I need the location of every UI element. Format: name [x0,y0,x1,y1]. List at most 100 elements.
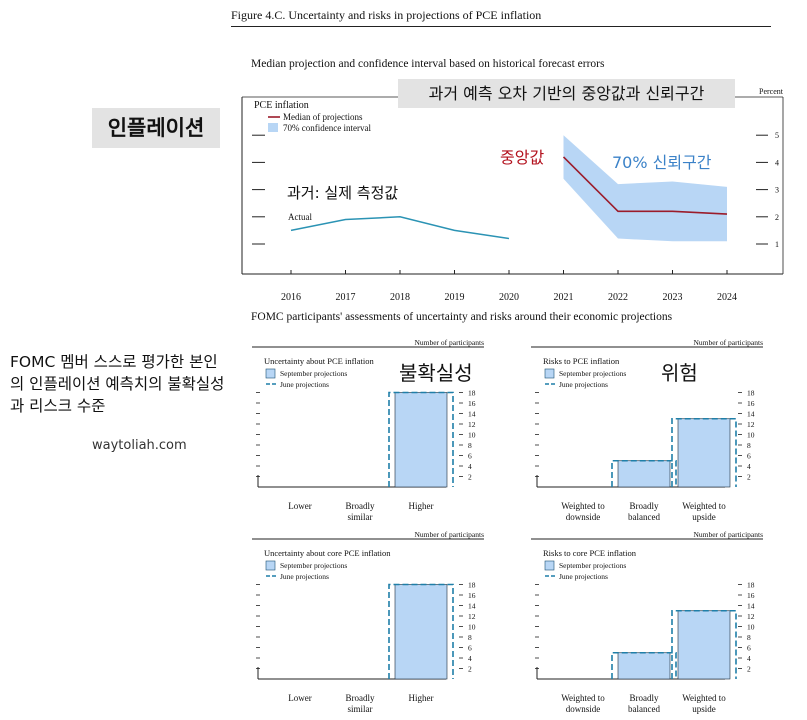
category-label: Weighted to upside [682,693,726,714]
legend-september-swatch [544,560,555,571]
ci-ko-annotation: 70% 신뢰구간 [612,153,712,172]
panel-y-tick-label: 8 [468,633,472,642]
june-outline [611,459,677,487]
panel-y-tick-label: 18 [468,581,476,590]
panel-title: Risks to core PCE inflation [543,548,637,558]
panel-y-tick-label: 8 [747,633,751,642]
legend-june-label: June projections [559,380,608,389]
legend-september-swatch [544,368,555,379]
legend-ci-label: 70% confidence interval [283,123,371,133]
panel-title: Uncertainty about PCE inflation [264,356,375,366]
x-tick-label: 2024 [717,292,737,303]
category-label: Broadly balanced [628,501,660,522]
legend-september-label: September projections [280,369,347,378]
participants-label: Number of participants [693,530,763,539]
panel-y-tick-label: 4 [747,462,751,471]
september-bar [394,392,448,488]
y-tick-label: 5 [775,131,779,140]
september-bar [617,652,671,680]
june-outline [388,583,454,679]
fomc-callout: FOMC 멤버 스스로 평가한 본인의 인플레이션 예측치의 불확실성과 리스크… [4,349,235,419]
june-outline [611,651,677,679]
panel-y-tick-label: 2 [468,665,472,674]
x-tick-label: 2016 [281,292,301,303]
y-tick-label: 2 [775,213,779,222]
actual-ko-annotation: 과거: 실제 측정값 [287,184,398,202]
panel-y-tick-label: 2 [468,473,472,482]
panel-y-tick-label: 8 [468,441,472,450]
june-outline [671,609,737,679]
september-bar [677,418,731,488]
panel-y-tick-label: 16 [747,399,755,408]
panel-y-tick-label: 10 [747,431,755,440]
legend-september-label: September projections [280,561,347,570]
june-outline [671,417,737,487]
panel-title: Uncertainty about core PCE inflation [264,548,391,558]
june-outline [388,391,454,487]
september-bar [394,584,448,680]
panel-y-tick-label: 14 [468,602,476,611]
legend-ci-swatch [268,123,278,132]
category-label: Higher [409,501,434,511]
panel-y-tick-label: 16 [468,591,476,600]
x-tick-label: 2017 [336,292,356,303]
x-tick-label: 2023 [663,292,683,303]
x-tick-label: 2018 [390,292,410,303]
x-tick-label: 2021 [554,292,574,303]
median-ko-annotation: 중앙값 [500,148,544,167]
panel-y-tick-label: 2 [747,665,751,674]
legend-june-label: June projections [559,572,608,581]
top-panel-subtitle: Median projection and confidence interva… [251,58,605,70]
legend-june-label: June projections [280,572,329,581]
x-tick-label: 2019 [445,292,465,303]
legend-september-label: September projections [559,369,626,378]
panel-y-tick-label: 6 [747,644,751,653]
inflation-callout: 인플레이션 [92,108,220,148]
panel-y-tick-label: 4 [468,654,472,663]
panel-y-tick-label: 6 [468,644,472,653]
legend-september-label: September projections [559,561,626,570]
panel-y-tick-label: 12 [468,612,476,621]
site-watermark: waytoliah.com [92,438,187,453]
category-label: Broadly similar [346,501,375,522]
panel-y-tick-label: 14 [747,410,755,419]
x-tick-label: 2022 [608,292,628,303]
september-bar [617,460,671,488]
y-tick-label: 1 [775,240,779,249]
uncertainty-ko-annotation: 불확실성 [399,361,473,385]
category-label: Higher [409,693,434,703]
panel-y-tick-label: 4 [747,654,751,663]
actual-label: Actual [288,212,312,222]
chart-title: PCE inflation [254,100,309,111]
panel-y-tick-label: 10 [747,623,755,632]
category-label: Weighted to downside [561,693,605,714]
risk-ko-annotation: 위험 [661,361,698,385]
legend-september-swatch [265,368,276,379]
title-callout: 과거 예측 오차 기반의 중앙값과 신뢰구간 [398,79,735,108]
panel-y-tick-label: 16 [747,591,755,600]
panel-y-tick-label: 12 [747,612,755,621]
x-tick-label: 2020 [499,292,519,303]
unit-label: Percent [759,87,784,96]
category-label: Weighted to upside [682,501,726,522]
panel-title: Risks to PCE inflation [543,356,620,366]
figure-title: Figure 4.C. Uncertainty and risks in pro… [231,8,542,22]
median-line [562,156,728,215]
panel-y-tick-label: 6 [747,452,751,461]
panel-y-tick-label: 12 [747,420,755,429]
panel-y-tick-label: 14 [468,410,476,419]
panel-y-tick-label: 16 [468,399,476,408]
confidence-band [563,135,727,242]
participants-label: Number of participants [414,530,484,539]
category-label: Weighted to downside [561,501,605,522]
panel-y-tick-label: 10 [468,623,476,632]
category-label: Lower [288,501,312,511]
september-bar [677,610,731,680]
participants-label: Number of participants [693,338,763,347]
participants-label: Number of participants [414,338,484,347]
panel-y-tick-label: 4 [468,462,472,471]
title-rule [231,26,771,27]
actual-line [290,216,510,240]
legend-june-label: June projections [280,380,329,389]
panel-y-tick-label: 2 [747,473,751,482]
